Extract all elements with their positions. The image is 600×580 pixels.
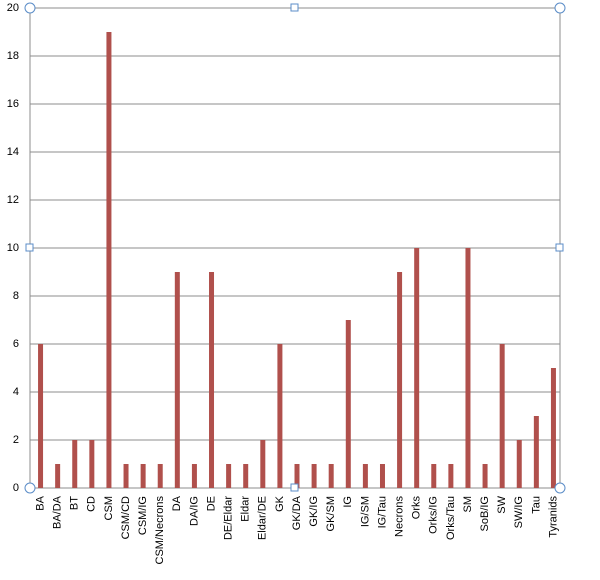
x-tick-label: DE [205,496,217,511]
bar [448,464,454,488]
resize-handle[interactable] [24,2,36,14]
resize-handle[interactable] [555,243,564,252]
resize-handle[interactable] [24,482,36,494]
x-tick-label: SW [496,495,508,513]
bar [414,248,420,488]
x-tick-label: IG/SM [359,496,371,527]
resize-handle[interactable] [290,483,299,492]
x-tick-label: SM [462,496,474,513]
x-tick-label: Orks/IG [428,496,440,534]
bar [379,464,385,488]
bar [209,272,215,488]
bar [311,464,317,488]
y-tick-label: 0 [13,482,19,494]
x-tick-label: CSM [103,496,115,520]
resize-handle[interactable] [25,243,34,252]
x-tick-label: GK/IG [308,496,320,527]
y-tick-label: 10 [7,242,19,254]
bar [140,464,146,488]
bar [431,464,437,488]
y-tick-label: 2 [13,434,19,446]
x-tick-label: GK/DA [291,495,303,530]
x-tick-label: Tyranids [547,496,559,538]
x-tick-label: Orks/Tau [445,496,457,540]
x-tick-label: Tau [530,496,542,514]
bar [226,464,232,488]
resize-handle[interactable] [554,482,566,494]
bar [89,440,95,488]
bar [397,272,403,488]
bar [294,464,300,488]
x-tick-label: CSM/IG [137,496,149,535]
x-tick-label: Orks [411,496,423,520]
x-tick-label: CSM/Necrons [154,496,166,565]
bar [123,464,129,488]
resize-handle[interactable] [554,2,566,14]
y-tick-label: 14 [7,146,19,158]
bar [174,272,180,488]
bar [277,344,283,488]
x-tick-label: DA/IG [188,496,200,526]
y-tick-label: 20 [7,2,19,14]
bar [345,320,351,488]
bar [55,464,61,488]
x-tick-label: DA [171,495,183,511]
y-tick-label: 8 [13,290,19,302]
x-tick-label: SoB/IG [479,496,491,531]
x-tick-label: BA [34,495,46,510]
x-tick-label: Eldar [240,496,252,522]
bar [516,440,522,488]
bar [38,344,44,488]
bar [243,464,249,488]
y-tick-label: 16 [7,98,19,110]
x-tick-label: SW/IG [513,496,525,528]
bar [328,464,334,488]
bar [72,440,78,488]
resize-handle[interactable] [290,3,299,12]
bar [550,368,556,488]
x-tick-label: IG/Tau [376,496,388,528]
x-tick-label: CSM/CD [120,496,132,539]
y-tick-label: 18 [7,50,19,62]
x-tick-label: BT [69,496,81,510]
x-tick-label: GK/SM [325,496,337,531]
x-tick-label: Eldar/DE [257,496,269,540]
bar [499,344,505,488]
bar [260,440,266,488]
x-tick-label: CD [86,496,98,512]
x-tick-label: IG [342,496,354,508]
bar [533,416,539,488]
plot-area: 0 2 4 6 8 10 12 14 16 18 20 BA BA/DA BT CD CSM CSM/CD CSM… [7,2,560,565]
x-tick-label: Necrons [393,496,405,537]
bar [465,248,471,488]
bar [106,32,112,488]
y-tick-label: 12 [7,194,19,206]
y-tick-label: 4 [13,386,19,398]
x-tick-label: DE/Eldar [223,496,235,540]
bar [362,464,368,488]
bar [482,464,488,488]
x-tick-label: BA/DA [52,495,64,529]
y-tick-label: 6 [13,338,19,350]
bar [191,464,197,488]
x-tick-label: GK [274,495,286,512]
bar [157,464,163,488]
